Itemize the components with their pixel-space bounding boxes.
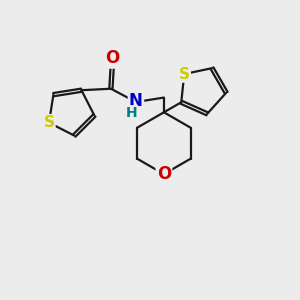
- Text: N: N: [129, 92, 143, 110]
- Text: S: S: [44, 115, 55, 130]
- Text: S: S: [179, 67, 190, 82]
- Text: O: O: [157, 165, 171, 183]
- Text: H: H: [126, 106, 137, 120]
- Text: O: O: [105, 50, 119, 68]
